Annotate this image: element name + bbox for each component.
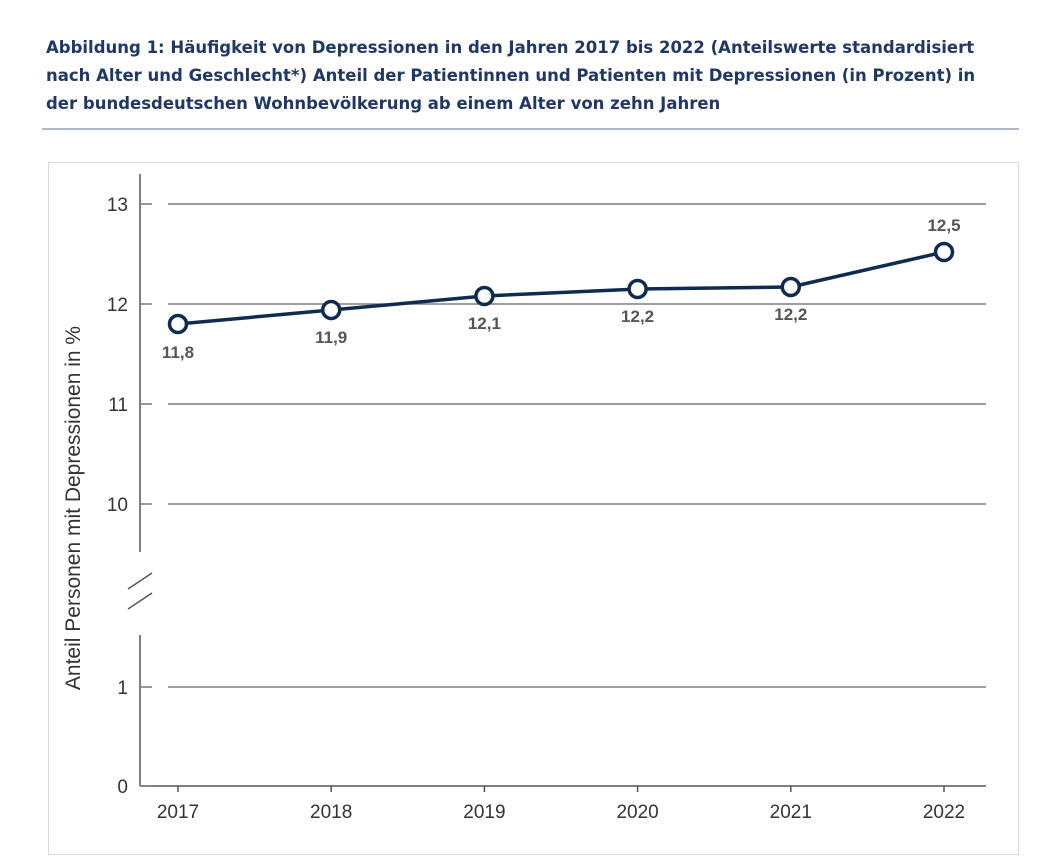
- data-points: [167, 241, 955, 335]
- data-point: [167, 313, 189, 335]
- x-tick-label: 2018: [310, 802, 352, 823]
- data-point: [933, 241, 955, 263]
- data-label: 12,5: [927, 216, 960, 235]
- y-tick-label: 1: [117, 678, 128, 699]
- data-point: [474, 285, 495, 307]
- data-point: [627, 278, 648, 300]
- data-label: 11,8: [162, 343, 194, 362]
- data-label: 12,2: [621, 307, 654, 326]
- data-point: [320, 299, 342, 321]
- data-label: 12,2: [774, 305, 807, 324]
- axis-break-mark: [127, 572, 153, 590]
- y-tick-labels: 10 11 12 13 0 1: [107, 195, 152, 798]
- y-tick-label: 0: [117, 777, 128, 798]
- chart-frame: [48, 162, 1019, 855]
- x-tick-label: 2017: [157, 802, 199, 823]
- y-tick-label: 13: [107, 195, 128, 216]
- x-tick-label: 2021: [770, 802, 812, 823]
- caption-divider: [42, 128, 1019, 130]
- axis-break-mark: [127, 592, 153, 610]
- x-tick-label: 2020: [616, 802, 658, 823]
- y-axis-title: Anteil Personen mit Depressionen in %: [62, 326, 85, 690]
- gridlines: [168, 203, 986, 688]
- data-label: 12,1: [468, 314, 501, 333]
- data-labels: 11,8 11,9 12,1 12,2 12,2 12,5: [162, 216, 961, 362]
- x-tick-labels: 2017 2018 2019 2020 2021 2022: [157, 786, 965, 823]
- data-label: 11,9: [315, 328, 347, 347]
- x-tick-label: 2019: [463, 802, 505, 823]
- y-tick-label: 12: [107, 295, 128, 316]
- data-point: [780, 276, 802, 298]
- x-tick-label: 2022: [923, 802, 965, 823]
- y-tick-label: 11: [108, 395, 128, 416]
- axes: [127, 174, 986, 787]
- y-tick-label: 10: [107, 495, 128, 516]
- series-line: [177, 250, 945, 326]
- figure-caption: Abbildung 1: Häufigkeit von Depressionen…: [46, 38, 976, 113]
